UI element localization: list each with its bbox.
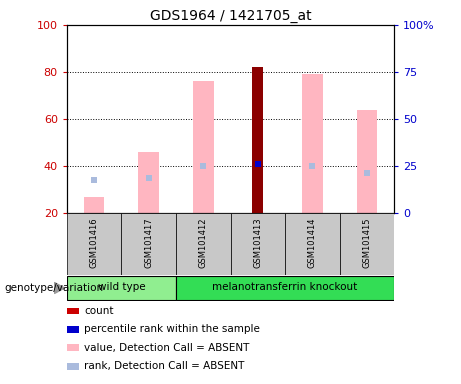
Text: GSM101415: GSM101415	[362, 217, 372, 268]
Bar	[121, 213, 176, 275]
Bar	[356, 110, 377, 213]
Text: GSM101414: GSM101414	[308, 217, 317, 268]
Text: GSM101416: GSM101416	[89, 217, 99, 268]
Bar	[302, 74, 323, 213]
Text: GSM101412: GSM101412	[199, 217, 208, 268]
Bar	[193, 81, 213, 213]
Text: melanotransferrin knockout: melanotransferrin knockout	[213, 283, 358, 293]
Bar	[252, 67, 263, 213]
Bar	[176, 213, 230, 275]
Text: rank, Detection Call = ABSENT: rank, Detection Call = ABSENT	[84, 361, 245, 371]
Text: wild type: wild type	[98, 283, 145, 293]
Text: percentile rank within the sample: percentile rank within the sample	[84, 324, 260, 334]
Text: count: count	[84, 306, 114, 316]
Text: genotype/variation: genotype/variation	[5, 283, 104, 293]
Text: value, Detection Call = ABSENT: value, Detection Call = ABSENT	[84, 343, 250, 353]
Bar	[67, 276, 176, 300]
Text: GSM101417: GSM101417	[144, 217, 153, 268]
Bar	[67, 213, 121, 275]
Bar	[138, 152, 159, 213]
Bar	[176, 276, 394, 300]
Title: GDS1964 / 1421705_at: GDS1964 / 1421705_at	[150, 8, 311, 23]
Polygon shape	[54, 283, 65, 293]
Bar	[340, 213, 394, 275]
Bar	[230, 213, 285, 275]
Bar	[285, 213, 340, 275]
Bar	[84, 197, 105, 213]
Text: GSM101413: GSM101413	[253, 217, 262, 268]
